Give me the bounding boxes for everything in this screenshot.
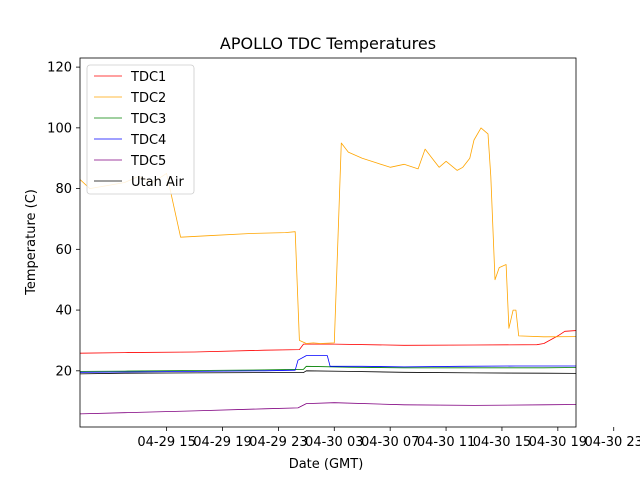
legend-label: TDC3: [130, 112, 166, 127]
legend-label: Utah Air: [131, 175, 184, 190]
series-line-tdc2: [80, 127, 576, 344]
series-line-tdc4: [80, 355, 576, 373]
y-tick-label: 20: [55, 364, 72, 379]
legend-label: TDC5: [130, 154, 166, 169]
series-layer: [80, 127, 576, 415]
plot-frame: [79, 57, 577, 428]
legend-label: TDC4: [130, 133, 166, 148]
x-tick-label: 04-29 19: [193, 435, 251, 450]
x-tick-label: 04-30 11: [417, 435, 475, 450]
series-line-tdc1: [80, 330, 576, 354]
y-tick-label: 40: [55, 304, 72, 319]
chart-title: APOLLO TDC Temperatures: [220, 34, 436, 53]
x-tick-label: 04-30 23: [584, 435, 640, 450]
legend-label: TDC1: [130, 70, 166, 85]
x-tick-label: 04-30 07: [361, 435, 419, 450]
x-axis-label: Date (GMT): [289, 457, 364, 472]
series-line-tdc5: [80, 402, 576, 415]
series-line-utah-air: [80, 370, 576, 375]
y-tick-label: 60: [55, 243, 72, 258]
legend: TDC1 TDC2 TDC3 TDC4 TDC5 Utah Air: [86, 64, 195, 195]
y-axis-label: Temperature (C): [24, 189, 39, 296]
x-tick-label: 04-30 15: [473, 435, 531, 450]
y-tick-label: 120: [47, 61, 72, 76]
x-tick-label: 04-29 23: [249, 435, 307, 450]
y-tick-label: 100: [47, 121, 72, 136]
series-line-tdc3: [80, 365, 576, 372]
legend-label: TDC2: [130, 91, 166, 106]
x-tick-label: 04-30 03: [305, 435, 363, 450]
x-tick-label: 04-30 19: [529, 435, 587, 450]
x-tick-label: 04-29 15: [137, 435, 195, 450]
y-axis: 20 40 60 80 100 120: [47, 61, 80, 379]
y-tick-label: 80: [55, 182, 72, 197]
